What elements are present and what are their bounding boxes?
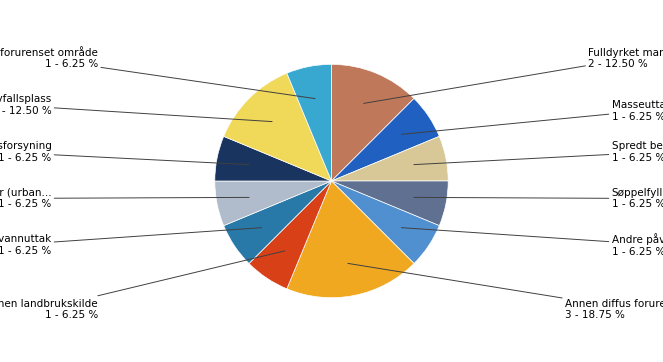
Wedge shape [223,73,332,181]
Wedge shape [332,64,414,181]
Text: Annen landbrukskilde
1 - 6.25 %: Annen landbrukskilde 1 - 6.25 % [0,251,285,320]
Text: Fra forurenset område
1 - 6.25 %: Fra forurenset område 1 - 6.25 % [0,48,315,98]
Text: Fulldyrket mark
2 - 12.50 %: Fulldyrket mark 2 - 12.50 % [363,48,663,104]
Text: Spredt bebyggelse
1 - 6.25 %: Spredt bebyggelse 1 - 6.25 % [414,141,663,165]
Wedge shape [249,181,332,289]
Text: Byer/tettsteder (urban...
1 - 6.25 %: Byer/tettsteder (urban... 1 - 6.25 % [0,188,249,209]
Text: Søppelfyllinger
1 - 6.25 %: Søppelfyllinger 1 - 6.25 % [414,188,663,209]
Text: Drikkevannsforsyning
1 - 6.25 %: Drikkevannsforsyning 1 - 6.25 % [0,141,249,165]
Wedge shape [287,64,332,181]
Wedge shape [332,181,440,264]
Text: Masseuttak
1 - 6.25 %: Masseuttak 1 - 6.25 % [401,100,663,134]
Wedge shape [287,181,414,298]
Wedge shape [215,136,332,181]
Wedge shape [215,181,332,226]
Text: Annet vannuttak
1 - 6.25 %: Annet vannuttak 1 - 6.25 % [0,228,262,256]
Wedge shape [332,98,440,181]
Wedge shape [223,181,332,264]
Text: Fra avfallsplass
2 - 12.50 %: Fra avfallsplass 2 - 12.50 % [0,94,272,122]
Wedge shape [332,181,448,226]
Wedge shape [332,136,448,181]
Text: Annen diffus forurensning
3 - 18.75 %: Annen diffus forurensning 3 - 18.75 % [348,264,663,320]
Text: Andre påvirkninger
1 - 6.25 %: Andre påvirkninger 1 - 6.25 % [401,228,663,257]
